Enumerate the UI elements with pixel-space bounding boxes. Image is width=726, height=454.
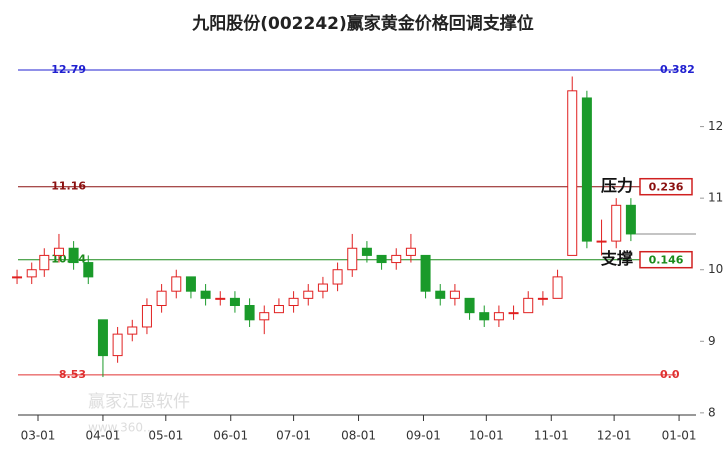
x-tick-label: 06-01 — [213, 429, 248, 443]
level-ratio: 0.0 — [660, 368, 680, 381]
candle-body — [39, 254, 50, 271]
candle-body — [317, 283, 328, 292]
candle-body — [552, 276, 563, 299]
candle-body — [141, 305, 152, 328]
x-tick-label: 07-01 — [276, 429, 311, 443]
level-price: 12.79 — [51, 63, 86, 76]
level-ratio: 0.146 — [649, 254, 684, 267]
y-tick-label: 9 — [708, 334, 716, 348]
candle-body — [244, 305, 255, 321]
candle-body — [185, 276, 196, 292]
candle-body — [26, 269, 37, 278]
candle-body — [83, 262, 94, 278]
candle-body — [405, 247, 416, 256]
candle-body — [537, 297, 548, 300]
y-tick-label: 12 — [708, 119, 723, 133]
candle-body — [127, 326, 138, 335]
candle-body — [53, 247, 64, 256]
candle-body — [332, 269, 343, 285]
candle-body — [229, 297, 240, 307]
candle-body — [347, 247, 358, 271]
x-tick-label: 05-01 — [148, 429, 183, 443]
x-tick-label: 04-01 — [86, 429, 121, 443]
candle-body — [376, 254, 387, 264]
chart-title: 九阳股份(002242)赢家黄金价格回调支撑位 — [191, 13, 534, 34]
level-tag: 压力 — [601, 176, 633, 195]
y-tick-label: 11 — [708, 191, 723, 205]
x-tick-label: 10-01 — [469, 429, 504, 443]
ratio-box — [639, 250, 693, 269]
candle-body — [611, 204, 622, 242]
level-ratio: 0.236 — [649, 181, 684, 194]
candle-body — [361, 247, 372, 256]
candle-body — [200, 290, 211, 299]
candle-body — [259, 312, 270, 321]
candle-body — [435, 290, 446, 299]
candle-body — [303, 290, 314, 299]
x-tick-label: 03-01 — [21, 429, 56, 443]
candle-body — [215, 297, 226, 300]
level-price: 8.53 — [59, 368, 86, 381]
candle-body — [97, 319, 108, 357]
x-tick-label: 12-01 — [597, 429, 632, 443]
candle-body — [112, 333, 123, 357]
watermark-url: www.360... — [88, 421, 155, 435]
candle-body — [391, 254, 402, 264]
candle-body — [567, 90, 578, 256]
candle-body — [273, 305, 284, 314]
candle-body — [449, 290, 460, 299]
candle-body — [156, 290, 167, 307]
candle-body — [493, 312, 504, 321]
candle-body — [420, 254, 431, 292]
level-price: 11.16 — [51, 180, 86, 193]
candle-body — [596, 240, 607, 243]
level-ratio: 0.382 — [660, 63, 695, 76]
candle-body — [581, 97, 592, 242]
candle-body — [68, 247, 79, 264]
candle-body — [12, 276, 23, 279]
candle-body — [523, 297, 534, 314]
candle-body — [171, 276, 182, 292]
x-tick-label: 11-01 — [534, 429, 569, 443]
x-tick-label: 01-01 — [662, 429, 697, 443]
watermark: 赢家江恩软件 — [88, 392, 190, 412]
candle-body — [464, 297, 475, 314]
x-tick-label: 09-01 — [406, 429, 441, 443]
ratio-box — [639, 177, 693, 196]
y-tick-label: 8 — [708, 405, 716, 419]
candle-body — [479, 312, 490, 321]
candle-body — [625, 204, 636, 235]
level-tag: 支撑 — [600, 249, 633, 268]
candle-body — [508, 312, 519, 315]
candle-body — [288, 297, 299, 307]
y-tick-label: 10 — [708, 262, 723, 276]
x-tick-label: 08-01 — [341, 429, 376, 443]
